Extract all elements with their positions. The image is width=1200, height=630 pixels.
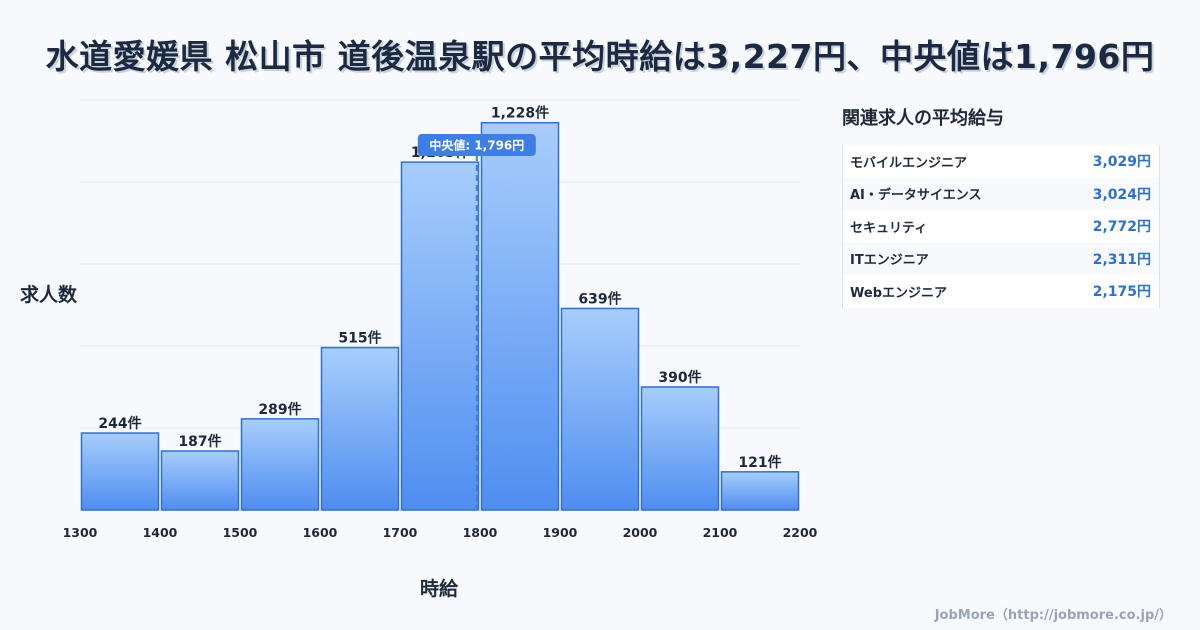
bar-value-label: 639件 xyxy=(578,290,621,307)
related-job-wage: 3,024円 xyxy=(1092,186,1151,203)
x-tick-label: 1600 xyxy=(303,525,338,540)
x-tick-label: 1900 xyxy=(543,525,578,540)
histogram-bar[interactable] xyxy=(320,346,400,511)
x-tick-label: 2000 xyxy=(623,525,658,540)
histogram-bar[interactable] xyxy=(160,450,240,511)
histogram-bar[interactable] xyxy=(80,432,160,511)
related-job-row[interactable]: Webエンジニア 2,175円 xyxy=(843,275,1159,308)
y-axis-label: 求人数 xyxy=(20,284,78,306)
histogram-bar[interactable] xyxy=(640,386,720,511)
bar-value-label: 121件 xyxy=(738,454,781,471)
related-job-name: モバイルエンジニア xyxy=(850,155,968,171)
x-tick-label: 1800 xyxy=(463,525,498,540)
histogram-bar[interactable] xyxy=(400,161,480,511)
x-tick-label: 1300 xyxy=(63,525,98,540)
footer-credit[interactable]: JobMore（http://jobmore.co.jp/） xyxy=(934,608,1172,623)
related-job-wage: 2,311円 xyxy=(1092,251,1151,268)
bar-value-label: 390件 xyxy=(658,369,701,386)
bar-value-label: 289件 xyxy=(258,401,301,418)
related-job-wage: 3,029円 xyxy=(1092,154,1151,171)
related-jobs-table: モバイルエンジニア 3,029円 AI・データサイエンス 3,024円 セキュリ… xyxy=(842,145,1160,308)
histogram-bar[interactable] xyxy=(240,418,320,511)
related-jobs-title: 関連求人の平均給与 xyxy=(842,108,1004,129)
related-job-name: AI・データサイエンス xyxy=(850,188,982,204)
histogram-chart: 244件187件289件515件1,103件1,228件639件390件121件… xyxy=(63,99,818,540)
median-label: 中央値: 1,796円 xyxy=(429,138,524,153)
related-job-row[interactable]: AI・データサイエンス 3,024円 xyxy=(843,177,1159,210)
related-job-wage: 2,772円 xyxy=(1092,219,1151,236)
x-axis-label: 時給 xyxy=(420,578,459,600)
bar-value-label: 244件 xyxy=(98,415,141,432)
x-tick-label: 1500 xyxy=(223,525,258,540)
related-job-row[interactable]: セキュリティ 2,772円 xyxy=(843,210,1159,243)
histogram-bar[interactable] xyxy=(560,307,640,511)
bar-value-label: 515件 xyxy=(338,330,381,347)
related-job-name: Webエンジニア xyxy=(850,285,947,301)
x-tick-label: 2100 xyxy=(703,525,738,540)
x-tick-label: 1400 xyxy=(143,525,178,540)
median-badge xyxy=(417,134,536,156)
page-title: 水道愛媛県 松山市 道後温泉駅の平均時給は3,227円、中央値は1,796円 xyxy=(45,37,1155,76)
x-tick-label: 1700 xyxy=(383,525,418,540)
x-tick-label: 2200 xyxy=(783,525,818,540)
related-job-row[interactable]: ITエンジニア 2,311円 xyxy=(843,242,1159,275)
related-job-row[interactable]: モバイルエンジニア 3,029円 xyxy=(843,145,1159,178)
related-job-name: セキュリティ xyxy=(850,220,928,236)
related-job-wage: 2,175円 xyxy=(1092,284,1151,301)
bar-value-label: 187件 xyxy=(178,433,221,450)
histogram-bar[interactable] xyxy=(720,471,800,511)
histogram-bar[interactable] xyxy=(480,121,560,511)
bar-value-label: 1,228件 xyxy=(491,105,549,122)
related-job-name: ITエンジニア xyxy=(850,253,929,269)
